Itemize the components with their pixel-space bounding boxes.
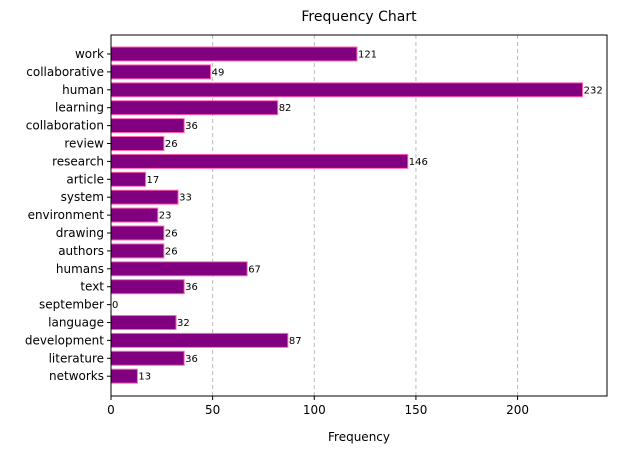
chart-title: Frequency Chart — [301, 9, 417, 25]
bar-human — [110, 82, 584, 98]
value-label-literature: 36 — [185, 354, 198, 365]
bar-authors — [110, 243, 165, 259]
category-label-text: text — [80, 280, 104, 294]
category-label-development: development — [25, 333, 104, 347]
category-label-environment: environment — [28, 208, 105, 222]
value-label-review: 26 — [165, 139, 178, 150]
bar-humans — [110, 261, 248, 277]
bar-article — [110, 171, 147, 187]
bars — [110, 46, 584, 384]
bar-collaborative — [110, 64, 212, 80]
category-labels: work collaborative human learning collaborat… — [25, 47, 111, 383]
x-tick-label-100: 100 — [303, 403, 326, 417]
value-label-system: 33 — [179, 193, 192, 204]
category-label-september: september — [39, 298, 104, 312]
bar-collaboration — [110, 118, 185, 134]
value-label-drawing: 26 — [165, 229, 178, 240]
category-label-article: article — [66, 172, 104, 186]
category-label-collaboration: collaboration — [26, 119, 104, 133]
x-tick-label-150: 150 — [404, 403, 427, 417]
bar-networks — [110, 368, 138, 384]
value-label-human: 232 — [584, 85, 603, 96]
category-label-system: system — [61, 190, 104, 204]
plot-frame — [110, 34, 608, 397]
bar-environment — [110, 207, 159, 223]
category-label-learning: learning — [55, 101, 104, 115]
bar-language — [110, 315, 177, 330]
value-label-research: 146 — [409, 157, 428, 168]
category-label-networks: networks — [49, 369, 104, 383]
category-label-work: work — [75, 47, 104, 61]
category-label-review: review — [64, 137, 104, 151]
category-label-language: language — [48, 316, 104, 330]
bar-text — [110, 279, 185, 295]
x-tick-label-200: 200 — [506, 403, 529, 417]
category-label-collaborative: collaborative — [26, 65, 104, 79]
value-label-authors: 26 — [165, 246, 178, 257]
value-label-text: 36 — [185, 282, 198, 293]
bar-review — [110, 136, 165, 151]
x-axis-title: Frequency — [328, 430, 390, 444]
category-label-research: research — [52, 154, 104, 168]
bar-work — [110, 46, 358, 62]
category-label-literature: literature — [49, 351, 104, 365]
bar-literature — [110, 350, 185, 366]
x-tick-label-50: 50 — [205, 403, 220, 417]
bar-learning — [110, 100, 279, 116]
category-label-authors: authors — [58, 244, 104, 258]
bar-development — [110, 332, 289, 348]
x-axis-ticks: 0 50 100 150 200 — [107, 396, 529, 417]
value-label-environment: 23 — [159, 211, 172, 222]
bar-research — [110, 153, 409, 169]
value-label-learning: 82 — [279, 103, 292, 114]
x-tick-label-0: 0 — [107, 403, 115, 417]
bar-system — [110, 189, 179, 205]
value-label-collaborative: 49 — [212, 67, 225, 78]
value-label-networks: 13 — [138, 372, 151, 383]
bar-drawing — [110, 225, 165, 241]
value-labels: 121 49 232 82 36 26 146 17 33 23 26 26 67 36 0 32 87 36 13 — [112, 50, 603, 383]
value-label-development: 87 — [289, 336, 302, 347]
value-label-collaboration: 36 — [185, 121, 198, 132]
value-label-article: 17 — [147, 175, 160, 186]
category-label-drawing: drawing — [56, 226, 104, 240]
category-label-humans: humans — [56, 262, 104, 276]
value-label-humans: 67 — [248, 264, 261, 275]
value-label-september: 0 — [112, 300, 118, 311]
value-label-work: 121 — [358, 50, 377, 61]
value-label-language: 32 — [177, 318, 190, 329]
category-label-human: human — [62, 83, 104, 97]
